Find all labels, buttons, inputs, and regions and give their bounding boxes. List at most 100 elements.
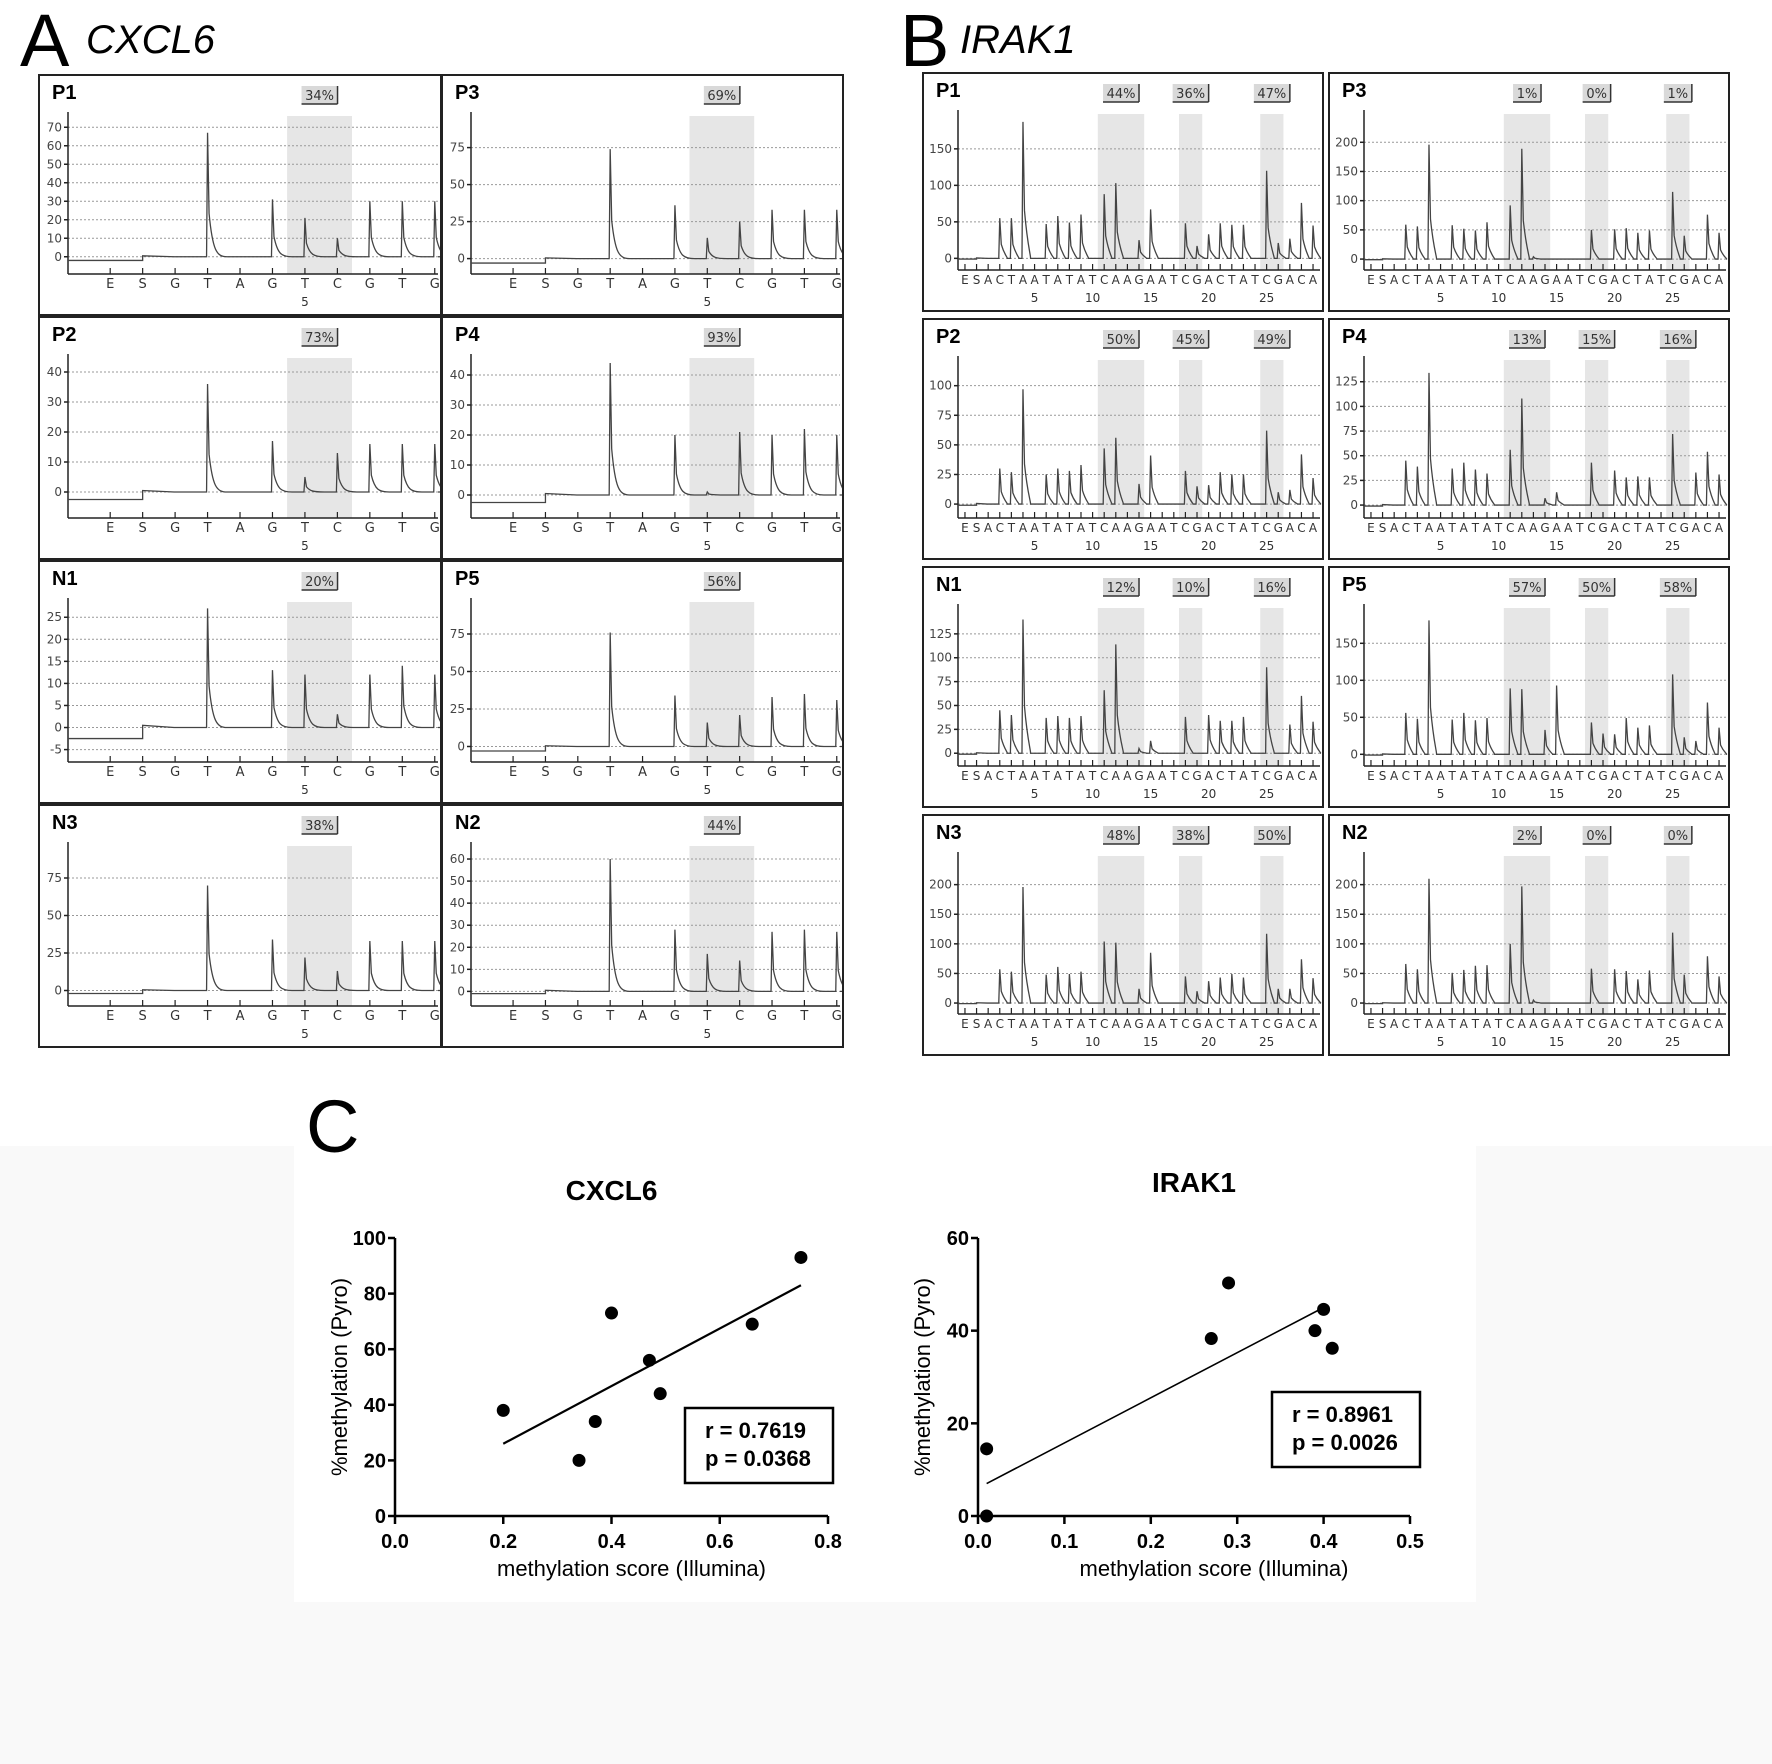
pyrogram-a-p5: P5 56% 0 25 50 75 E S G T A G T C G T G 5 xyxy=(441,560,844,804)
sample-label: N2 xyxy=(455,812,481,834)
x-axis-label: methylation score (Illumina) xyxy=(1080,1556,1349,1581)
y-tick-label: 0 xyxy=(944,497,952,511)
cpg-highlight-region xyxy=(1179,360,1203,518)
dispensation-label: A xyxy=(1158,1017,1167,1031)
methylation-percent-label: 38% xyxy=(1176,829,1205,844)
position-label: 10 xyxy=(1085,291,1100,305)
dispensation-label: A xyxy=(1146,769,1155,783)
methylation-percent-label: 49% xyxy=(1257,333,1286,348)
dispensation-label: S xyxy=(973,769,981,783)
dispensation-label: A xyxy=(1645,521,1654,535)
position-label: 25 xyxy=(1665,787,1680,801)
position-label: 10 xyxy=(1085,787,1100,801)
data-point xyxy=(794,1250,808,1264)
dispensation-label: G xyxy=(1134,273,1143,287)
dispensation-label: G xyxy=(1680,769,1689,783)
dispensation-label: C xyxy=(1402,521,1410,535)
y-tick-label: 50 xyxy=(47,909,62,923)
dispensation-label: E xyxy=(961,273,969,287)
pyrogram-trace xyxy=(471,632,842,752)
pyrogram-b-p2: P2 50% 45% 49% 0 25 50 75 100 E S A C T A A T A T A T C A A G A A T… xyxy=(922,318,1324,560)
dispensation-label: G xyxy=(170,277,180,292)
data-point xyxy=(1317,1302,1331,1316)
position-label: 5 xyxy=(703,1027,711,1041)
dispensation-label: G xyxy=(670,1009,680,1024)
pyrogram-plot: 56% 0 25 50 75 E S G T A G T C G T G 5 xyxy=(450,572,842,797)
y-tick-label: 0 xyxy=(375,1506,386,1528)
dispensation-label: A xyxy=(1030,1017,1039,1031)
dispensation-label: C xyxy=(1100,521,1108,535)
dispensation-label: G xyxy=(430,1009,440,1024)
dispensation-label: T xyxy=(1227,521,1236,535)
dispensation-label: T xyxy=(1065,1017,1074,1031)
dispensation-label: G xyxy=(267,765,277,780)
y-tick-label: 30 xyxy=(47,395,62,409)
dispensation-label: G xyxy=(767,1009,777,1024)
y-tick-label: 60 xyxy=(364,1339,386,1361)
dispensation-label: G xyxy=(1598,769,1607,783)
pyrogram-trace xyxy=(68,885,440,995)
dispensation-label: T xyxy=(1656,521,1665,535)
dispensation-label: G xyxy=(1680,273,1689,287)
methylation-percent-label: 44% xyxy=(707,819,736,834)
position-label: 15 xyxy=(1143,291,1158,305)
methylation-percent-label: 44% xyxy=(1107,87,1136,102)
y-tick-label: 60 xyxy=(47,139,62,153)
y-tick-label: 100 xyxy=(929,379,952,393)
cpg-highlight-region xyxy=(1179,114,1203,270)
pyrogram-trace xyxy=(958,389,1322,506)
y-tick-label: 40 xyxy=(947,1321,969,1343)
dispensation-label: G xyxy=(670,277,680,292)
dispensation-label: C xyxy=(1587,521,1595,535)
dispensation-label: A xyxy=(1552,521,1561,535)
dispensation-label: A xyxy=(1564,769,1573,783)
sample-label: N2 xyxy=(1342,822,1368,844)
cpg-highlight-region xyxy=(1585,114,1609,270)
methylation-percent-label: 2% xyxy=(1517,829,1538,844)
dispensation-label: G xyxy=(365,765,375,780)
dispensation-label: A xyxy=(1019,1017,1028,1031)
position-label: 15 xyxy=(1549,539,1564,553)
panel-b-gene-title: IRAK1 xyxy=(960,18,1076,62)
dispensation-label: G xyxy=(573,1009,583,1024)
y-tick-label: 30 xyxy=(450,398,465,412)
y-tick-label: 40 xyxy=(47,176,62,190)
dispensation-label: A xyxy=(1205,1017,1214,1031)
dispensation-label: A xyxy=(1309,1017,1318,1031)
dispensation-label: C xyxy=(333,521,342,536)
sample-label: P4 xyxy=(1342,326,1367,348)
dispensation-label: C xyxy=(333,1009,342,1024)
dispensation-label: A xyxy=(1390,273,1399,287)
position-label: 25 xyxy=(1665,1035,1680,1049)
dispensation-label: C xyxy=(1100,1017,1108,1031)
dispensation-label: A xyxy=(638,521,647,536)
dispensation-label: A xyxy=(1529,1017,1538,1031)
dispensation-label: C xyxy=(1703,769,1711,783)
dispensation-label: C xyxy=(1506,769,1514,783)
pyrogram-plot: 93% 0 10 20 30 40 E S G T A G T C G T G 5 xyxy=(450,328,842,553)
dispensation-label: A xyxy=(1077,273,1086,287)
dispensation-label: G xyxy=(430,765,440,780)
y-tick-label: 0 xyxy=(1350,747,1358,761)
methylation-badge-bg xyxy=(1103,330,1140,348)
dispensation-label: T xyxy=(1250,273,1259,287)
dispensation-label: A xyxy=(1483,1017,1492,1031)
dispensation-label: A xyxy=(236,521,245,536)
dispensation-label: A xyxy=(1146,1017,1155,1031)
dispensation-label: A xyxy=(1123,1017,1132,1031)
dispensation-label: A xyxy=(638,1009,647,1024)
methylation-percent-label: 57% xyxy=(1513,581,1542,596)
y-tick-label: 200 xyxy=(1335,135,1358,149)
methylation-badge-bg xyxy=(1663,826,1692,844)
dispensation-label: C xyxy=(1587,273,1595,287)
dispensation-label: T xyxy=(1656,1017,1665,1031)
dispensation-label: A xyxy=(1518,769,1527,783)
position-label: 5 xyxy=(301,295,309,309)
dispensation-label: C xyxy=(735,521,744,536)
dispensation-label: S xyxy=(1379,521,1387,535)
dispensation-label: E xyxy=(106,765,114,780)
sample-label: P3 xyxy=(1342,80,1367,102)
dispensation-label: A xyxy=(1645,769,1654,783)
